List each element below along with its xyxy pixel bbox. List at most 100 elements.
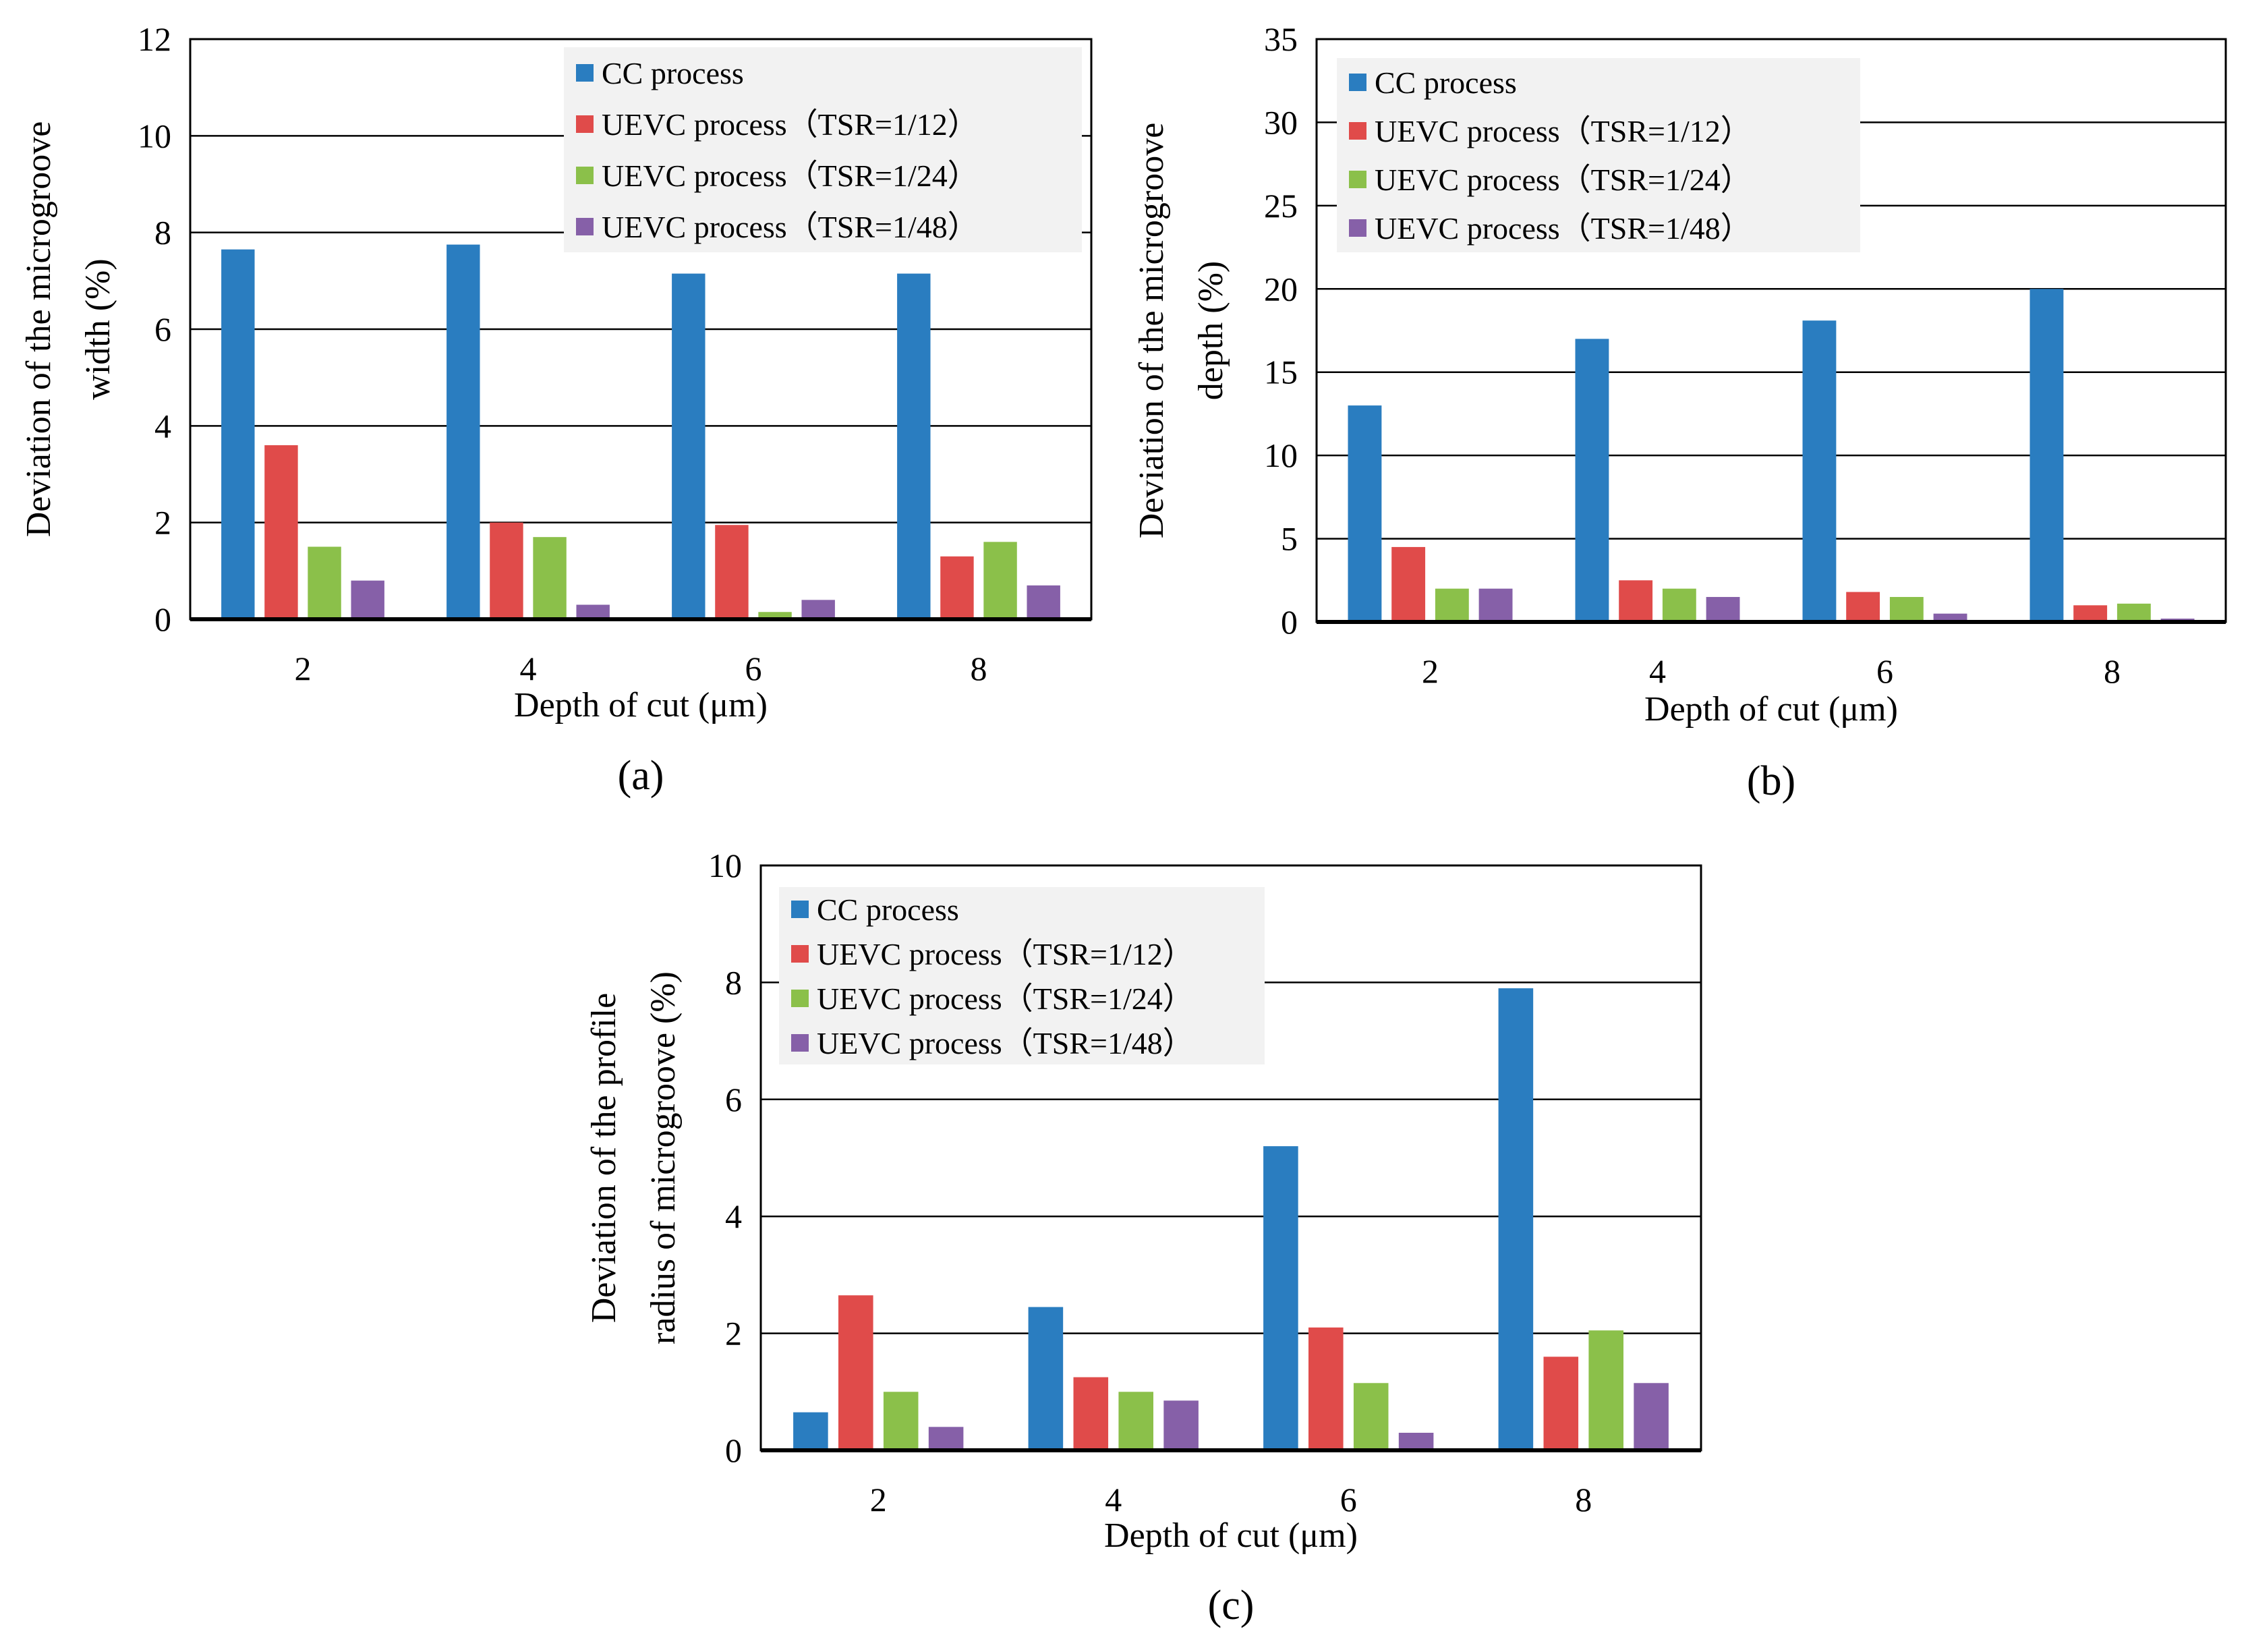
y-tick-label: 12 — [138, 20, 171, 58]
legend-box — [779, 887, 1265, 1064]
legend-label: UEVC process（TSR=1/48） — [817, 1026, 1194, 1060]
legend: CC process UEVC process（TSR=1/12） UEVC pro… — [1337, 58, 1860, 252]
legend-swatch — [791, 945, 809, 963]
x-tick-label: 4 — [1105, 1481, 1122, 1518]
bar — [1662, 588, 1696, 622]
y-tick-label: 0 — [154, 600, 171, 638]
bar — [1163, 1400, 1199, 1450]
y-tick-label: 20 — [1264, 270, 1298, 308]
bar — [1348, 405, 1382, 622]
bar — [1398, 1432, 1434, 1450]
x-tick-label: 6 — [1876, 652, 1893, 690]
bar — [533, 537, 567, 619]
y-tick-label: 5 — [1281, 520, 1298, 558]
legend-label: UEVC process（TSR=1/12） — [602, 107, 979, 142]
bar — [883, 1392, 919, 1450]
legend-swatch — [576, 115, 594, 133]
legend-swatch — [1349, 74, 1366, 91]
bar — [221, 249, 255, 619]
legend-swatch — [1349, 171, 1366, 188]
bar — [983, 542, 1017, 619]
bar — [1263, 1146, 1298, 1450]
y-tick-label: 6 — [154, 310, 171, 348]
x-tick-label: 2 — [295, 650, 312, 687]
y-tick-label: 0 — [1281, 603, 1298, 641]
y-tick-label: 25 — [1264, 187, 1298, 225]
x-tick-label: 8 — [1575, 1481, 1592, 1518]
x-tick-label: 8 — [971, 650, 987, 687]
bar — [897, 273, 931, 619]
x-axis-label: Depth of cut (μm) — [514, 686, 768, 724]
legend-label: UEVC process（TSR=1/24） — [602, 159, 979, 193]
bar — [1353, 1383, 1389, 1450]
bar — [1543, 1357, 1579, 1450]
legend-swatch — [791, 901, 809, 918]
bar — [1933, 613, 1967, 622]
bar — [940, 556, 974, 619]
bar — [447, 244, 480, 619]
y-tick-label: 4 — [154, 407, 171, 445]
bar — [715, 525, 749, 619]
legend-swatch — [791, 990, 809, 1007]
chart-panel-c: 0 2 4 6 8 10 2 4 6 8 Depth of cut (μm) Deviation of… — [585, 847, 1702, 1628]
bar — [1435, 588, 1469, 622]
legend-label: UEVC process（TSR=1/48） — [602, 210, 979, 244]
y-tick-label: 10 — [138, 117, 171, 154]
bar — [1478, 588, 1513, 622]
bar — [801, 600, 835, 619]
bar — [1575, 339, 1609, 622]
x-tick-label: 2 — [1422, 652, 1439, 690]
legend-swatch — [791, 1034, 809, 1052]
y-axis-label: radius of microgroove (%) — [644, 971, 683, 1344]
y-axis-label: Deviation of the profile — [585, 993, 623, 1323]
x-tick-label: 6 — [745, 650, 762, 687]
bar — [1634, 1383, 1669, 1450]
bar — [1498, 988, 1534, 1450]
bar — [1802, 320, 1837, 622]
y-axis-label: width (%) — [79, 258, 117, 399]
bar — [264, 445, 298, 619]
y-tick-label: 10 — [708, 847, 742, 884]
legend-swatch — [1349, 122, 1366, 140]
legend-label: UEVC process（TSR=1/48） — [1375, 211, 1752, 246]
legend-label: UEVC process（TSR=1/12） — [1375, 114, 1752, 148]
x-axis-label: Depth of cut (μm) — [1644, 690, 1898, 729]
x-axis-label: Depth of cut (μm) — [1104, 1516, 1358, 1555]
bar — [1027, 585, 1060, 619]
bar — [351, 580, 384, 619]
legend-box — [564, 47, 1082, 252]
y-tick-label: 8 — [154, 214, 171, 252]
chart-panel-a: 0 2 4 6 8 10 12 2 4 6 8 Depth of cut (μm) Deviation … — [20, 20, 1093, 799]
legend-label: UEVC process（TSR=1/12） — [817, 937, 1194, 971]
y-axis-label: Deviation of the microgroove — [20, 121, 58, 538]
bar — [576, 604, 610, 619]
y-tick-label: 10 — [1264, 436, 1298, 474]
legend-swatch — [576, 64, 594, 82]
x-tick-label: 6 — [1340, 1481, 1357, 1518]
legend-label: CC process — [602, 56, 744, 90]
legend-label: CC process — [817, 892, 959, 927]
y-tick-label: 35 — [1264, 20, 1298, 58]
y-axis-label: Deviation of the microgroove — [1132, 123, 1171, 539]
x-tick-label: 4 — [520, 650, 537, 687]
bar — [793, 1412, 828, 1450]
legend: CC process UEVC process（TSR=1/12） UEVC pro… — [564, 47, 1082, 252]
bar — [672, 273, 706, 619]
y-tick-label: 15 — [1264, 353, 1298, 391]
bar — [1889, 596, 1924, 622]
bar — [1619, 580, 1653, 622]
legend-swatch — [1349, 219, 1366, 237]
y-tick-label: 4 — [725, 1197, 742, 1235]
legend-box — [1337, 58, 1860, 252]
y-tick-label: 0 — [725, 1431, 742, 1469]
bar — [1706, 596, 1740, 622]
bar — [490, 522, 523, 619]
panel-label: (a) — [618, 753, 664, 799]
bar — [1118, 1392, 1153, 1450]
y-axis-label: depth (%) — [1192, 261, 1230, 400]
bar — [928, 1427, 964, 1450]
legend-label: CC process — [1375, 65, 1517, 100]
y-tick-label: 2 — [725, 1315, 742, 1352]
legend-swatch — [576, 218, 594, 235]
